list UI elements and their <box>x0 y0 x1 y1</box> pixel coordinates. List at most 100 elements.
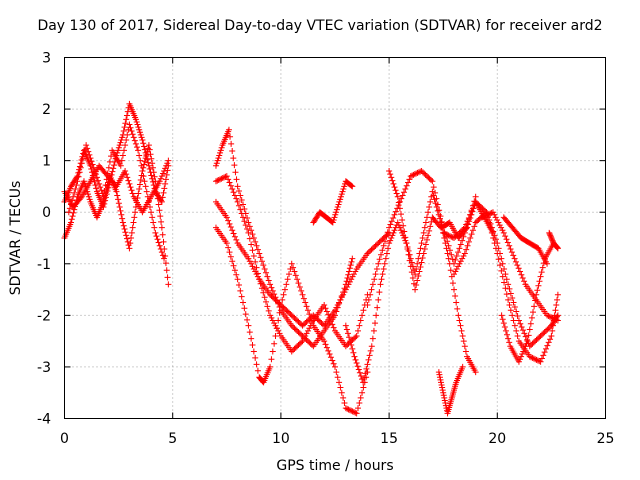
data-point <box>97 184 104 191</box>
data-point <box>260 289 267 296</box>
data-point <box>342 286 349 293</box>
data-point <box>290 347 297 354</box>
data-point <box>119 215 126 222</box>
data-point <box>146 166 153 173</box>
data-point <box>332 312 338 319</box>
data-point <box>446 233 453 240</box>
data-point <box>439 387 446 394</box>
data-point <box>376 256 383 263</box>
data-point <box>505 335 512 342</box>
data-point <box>161 255 168 262</box>
data-point <box>118 157 125 164</box>
data-point <box>130 134 137 141</box>
data-point <box>249 231 256 238</box>
data-point <box>300 295 307 302</box>
data-point <box>352 409 359 416</box>
data-point <box>231 267 238 274</box>
data-point <box>265 307 272 314</box>
data-point <box>369 281 376 288</box>
data-point <box>460 338 467 345</box>
data-point <box>452 293 459 300</box>
data-point <box>256 250 263 257</box>
data-point <box>160 189 167 196</box>
data-point <box>77 164 84 171</box>
data-point <box>380 265 387 272</box>
data-point <box>455 249 462 256</box>
data-point <box>302 320 309 327</box>
data-point <box>299 338 306 345</box>
data-point <box>124 174 131 181</box>
data-point <box>346 278 353 285</box>
data-point <box>226 220 233 227</box>
data-point <box>346 407 353 414</box>
data-point <box>399 192 406 199</box>
data-point <box>452 268 459 275</box>
data-point <box>299 322 306 329</box>
data-point <box>377 237 384 244</box>
data-point <box>229 258 236 265</box>
data-point <box>391 227 398 234</box>
data-point <box>349 345 356 352</box>
data-point <box>158 197 165 204</box>
data-point <box>223 173 230 180</box>
data-point <box>132 209 139 216</box>
data-point <box>546 229 553 236</box>
data-point <box>291 345 298 352</box>
data-point <box>248 241 255 248</box>
data-point <box>159 170 166 177</box>
data-point <box>87 155 94 162</box>
data-point <box>502 271 509 278</box>
data-point <box>233 176 240 183</box>
data-point <box>434 207 441 214</box>
data-point <box>230 262 237 269</box>
data-point <box>286 309 293 316</box>
data-point <box>67 201 74 208</box>
data-point <box>340 186 347 193</box>
data-point <box>332 363 338 370</box>
data-point <box>480 206 487 213</box>
data-point <box>415 273 422 280</box>
data-point <box>229 186 236 193</box>
y-axis-label: SDTVAR / TECUs <box>8 181 24 296</box>
data-point <box>245 255 252 262</box>
data-point <box>164 160 171 167</box>
data-point <box>496 222 503 229</box>
data-point <box>249 247 256 254</box>
data-point <box>158 173 165 180</box>
data-point <box>404 245 411 252</box>
data-point <box>353 410 360 417</box>
data-point <box>448 251 455 258</box>
data-point <box>437 376 444 383</box>
data-point <box>420 250 427 257</box>
data-point <box>71 189 78 196</box>
data-point <box>115 144 122 151</box>
data-point <box>89 161 96 168</box>
data-point <box>386 224 393 231</box>
data-point <box>471 223 478 230</box>
data-point <box>342 322 349 329</box>
data-point <box>276 300 283 307</box>
data-point <box>336 299 343 306</box>
data-point <box>281 286 288 293</box>
data-point <box>253 264 260 271</box>
data-point <box>137 176 144 183</box>
data-point <box>227 133 234 140</box>
data-point <box>554 291 561 298</box>
x-tick-label: 20 <box>488 431 506 447</box>
data-point <box>337 296 344 303</box>
data-point <box>249 342 256 349</box>
data-point <box>490 235 497 241</box>
data-point <box>536 278 543 285</box>
data-point <box>449 256 456 263</box>
data-point <box>456 245 463 252</box>
data-point <box>418 240 425 247</box>
data-point <box>133 118 140 125</box>
data-point <box>283 281 290 288</box>
data-point <box>459 227 466 234</box>
data-point <box>499 260 506 267</box>
data-point <box>428 218 435 225</box>
data-point <box>539 264 546 271</box>
data-point <box>295 318 302 325</box>
data-point <box>115 147 122 154</box>
data-point <box>291 325 298 332</box>
